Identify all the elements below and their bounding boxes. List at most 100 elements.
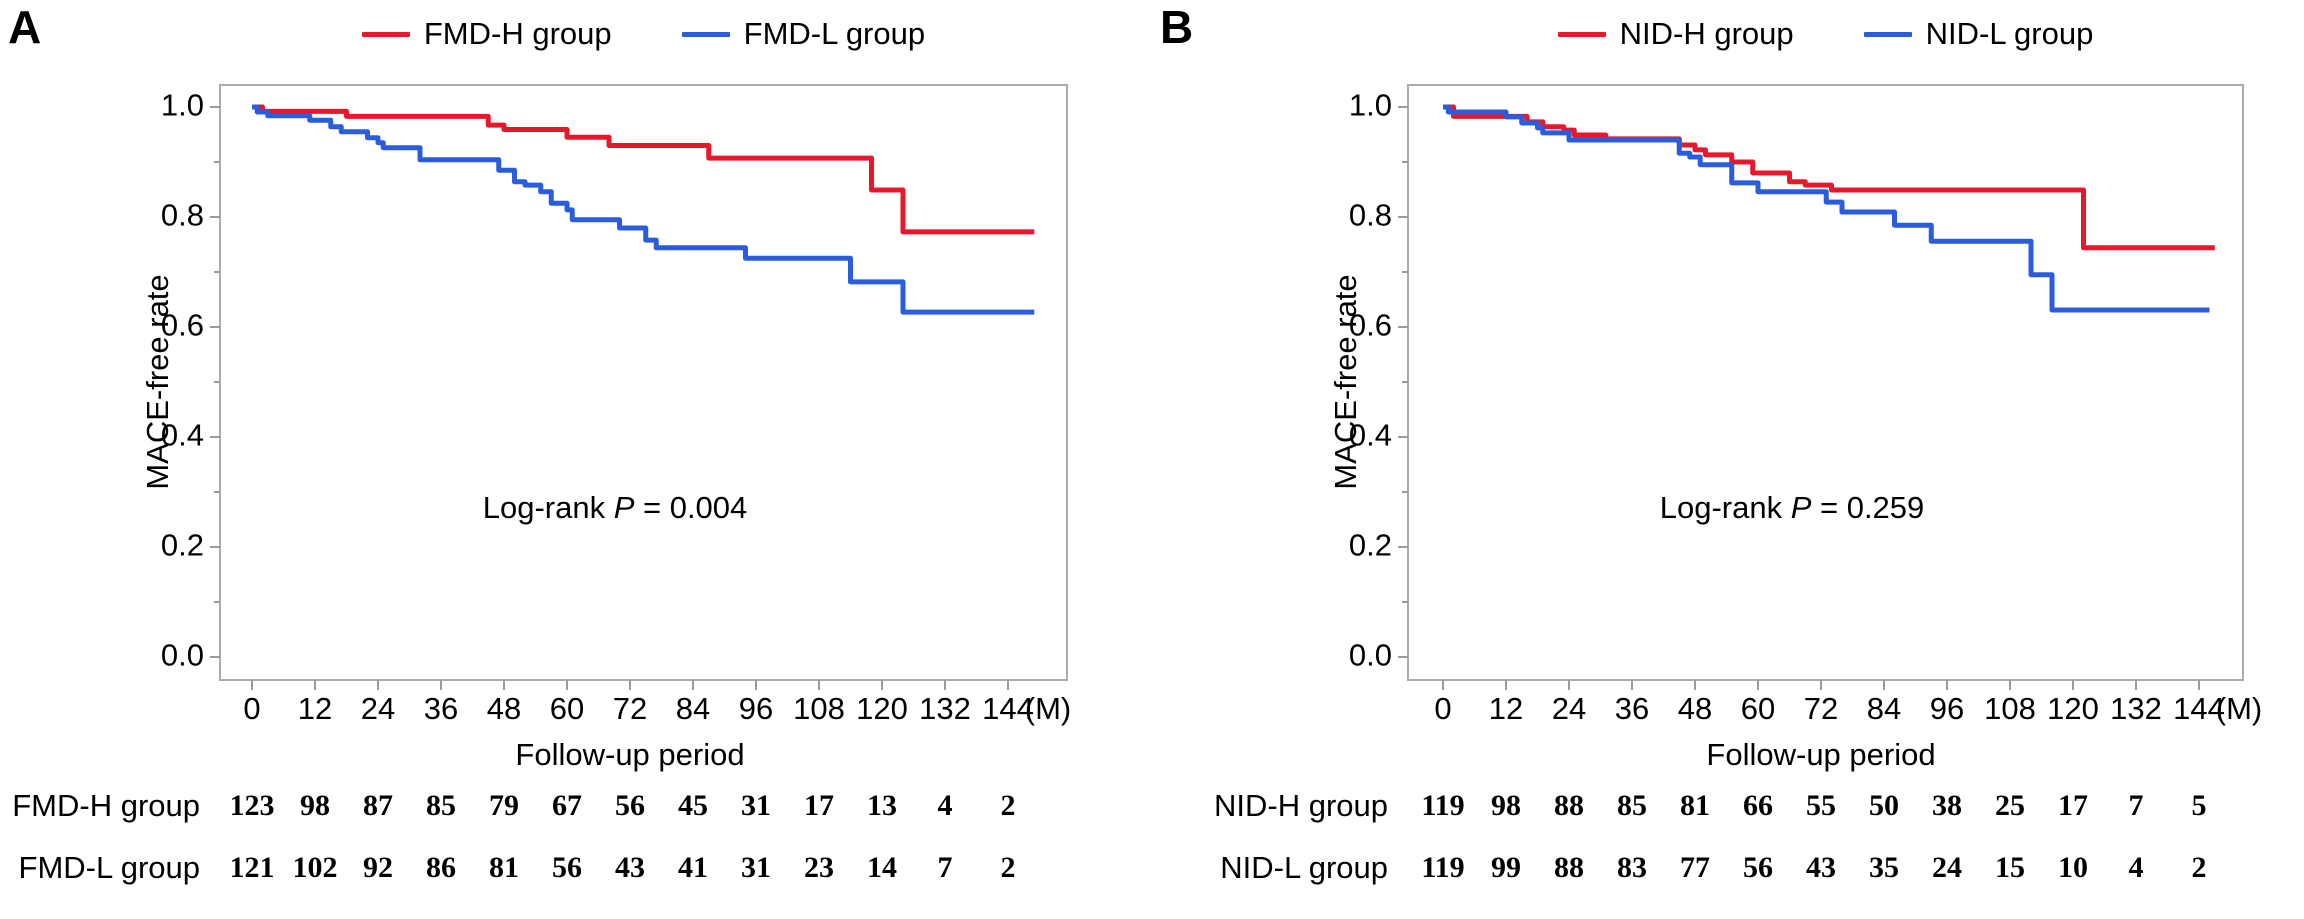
risk-row-label: FMD-H group: [12, 788, 200, 823]
legend-item: NID-L group: [1863, 16, 2094, 52]
x-tick-label: 60: [1740, 691, 1776, 726]
risk-count: 35: [1869, 851, 1899, 884]
blue-line-swatch-icon: [1863, 31, 1912, 37]
risk-count: 121: [229, 851, 275, 884]
panel-a-letter: A: [8, 1, 42, 53]
km-curve-red: [252, 104, 1035, 235]
x-axis-title: Follow-up period: [1706, 737, 1936, 772]
risk-count: 31: [741, 851, 771, 884]
panel-a: A FMD-H group FMD-L group MACE-free rate…: [8, 1, 1071, 885]
x-tick-label: 132: [2110, 691, 2162, 726]
km-curve-red: [1443, 104, 2215, 251]
y-tick-label: 0.4: [1348, 417, 1392, 453]
risk-count: 66: [1743, 789, 1773, 822]
x-tick-label: 36: [423, 691, 459, 726]
red-line-swatch-icon: [1557, 31, 1606, 37]
risk-count: 15: [1995, 851, 2025, 884]
blue-line-swatch-icon: [681, 31, 730, 37]
x-tick-label: 24: [1551, 691, 1587, 726]
y-tick-label: 0.4: [160, 417, 204, 453]
risk-count: 38: [1932, 789, 1962, 822]
risk-count: 13: [867, 789, 897, 822]
annotation-pre: Log-rank: [482, 490, 614, 525]
panel-b: B NID-H group NID-L group MACE-free rate…: [1152, 0, 2304, 919]
x-tick-label: 12: [1488, 691, 1524, 726]
risk-count: 81: [1680, 789, 1710, 822]
risk-count: 79: [489, 789, 519, 822]
risk-count: 4: [937, 789, 953, 822]
x-tick-label: 96: [1929, 691, 1965, 726]
risk-count: 2: [1000, 851, 1016, 884]
risk-count: 55: [1806, 789, 1836, 822]
risk-count: 7: [2128, 789, 2144, 822]
risk-count: 85: [1617, 789, 1647, 822]
risk-count: 10: [2058, 851, 2088, 884]
risk-count: 17: [804, 789, 834, 822]
plot-frame: [219, 84, 1068, 681]
risk-count: 88: [1554, 789, 1584, 822]
x-tick-label: 96: [738, 691, 774, 726]
x-tick-label: 48: [486, 691, 522, 726]
y-tick-label: 1.0: [160, 87, 204, 123]
risk-count: 77: [1680, 851, 1710, 884]
x-tick-label: 120: [856, 691, 908, 726]
risk-count: 23: [804, 851, 834, 884]
y-tick-label: 0.2: [160, 527, 204, 563]
risk-count: 83: [1617, 851, 1647, 884]
risk-count: 102: [292, 851, 338, 884]
legend-label: NID-L group: [1925, 16, 2094, 51]
y-tick-label: 0.8: [1348, 197, 1392, 233]
annotation-p: P: [1790, 490, 1812, 525]
risk-count: 67: [552, 789, 582, 822]
annotation-pre: Log-rank: [1659, 490, 1791, 525]
risk-count: 56: [615, 789, 645, 822]
y-tick-label: 1.0: [1348, 87, 1392, 123]
x-tick-label: 84: [675, 691, 711, 726]
annotation-p: P: [613, 490, 635, 525]
risk-count: 88: [1554, 851, 1584, 884]
km-curve-blue: [1443, 104, 2210, 313]
km-plot-svg: [210, 84, 1068, 690]
panel-a-legend: FMD-H group FMD-L group: [220, 16, 1067, 52]
risk-count: 31: [741, 789, 771, 822]
log-rank-annotation: Log-rank P = 0.004: [483, 490, 748, 526]
x-tick-label: 0: [1434, 691, 1452, 726]
km-curve-blue: [252, 104, 1035, 315]
x-tick-label: 144: [2173, 691, 2225, 726]
risk-row-label: NID-L group: [1220, 850, 1388, 885]
x-tick-label: 60: [549, 691, 585, 726]
legend-label: FMD-L group: [743, 16, 926, 51]
risk-count: 2: [2191, 851, 2207, 884]
x-tick-label: 108: [793, 691, 845, 726]
y-tick-label: 0.6: [1348, 307, 1392, 343]
risk-count: 41: [678, 851, 708, 884]
risk-count: 56: [552, 851, 582, 884]
risk-count: 17: [2058, 789, 2088, 822]
x-tick-label: 12: [297, 691, 333, 726]
legend-item: FMD-H group: [361, 16, 612, 52]
risk-count: 50: [1869, 789, 1899, 822]
y-tick-label: 0.8: [160, 197, 204, 233]
risk-count: 2: [1000, 789, 1016, 822]
risk-count: 81: [489, 851, 519, 884]
log-rank-annotation: Log-rank P = 0.259: [1660, 490, 1925, 526]
risk-count: 119: [1421, 789, 1465, 822]
x-unit-label: (M): [2215, 691, 2263, 726]
risk-count: 4: [2128, 851, 2144, 884]
risk-count: 98: [300, 789, 330, 822]
risk-count: 25: [1995, 789, 2025, 822]
annotation-post: = 0.004: [634, 490, 748, 525]
x-tick-label: 48: [1677, 691, 1713, 726]
risk-row-label: FMD-L group: [18, 850, 200, 885]
risk-count: 45: [678, 789, 708, 822]
risk-count: 43: [1806, 851, 1836, 884]
x-tick-label: 36: [1614, 691, 1650, 726]
legend-label: NID-H group: [1619, 16, 1794, 51]
risk-row-label: NID-H group: [1214, 788, 1388, 823]
y-tick-label: 0.0: [160, 637, 204, 673]
red-line-swatch-icon: [361, 31, 410, 37]
y-tick-label: 0.0: [1348, 637, 1392, 673]
risk-count: 56: [1743, 851, 1773, 884]
x-tick-label: 144: [982, 691, 1034, 726]
